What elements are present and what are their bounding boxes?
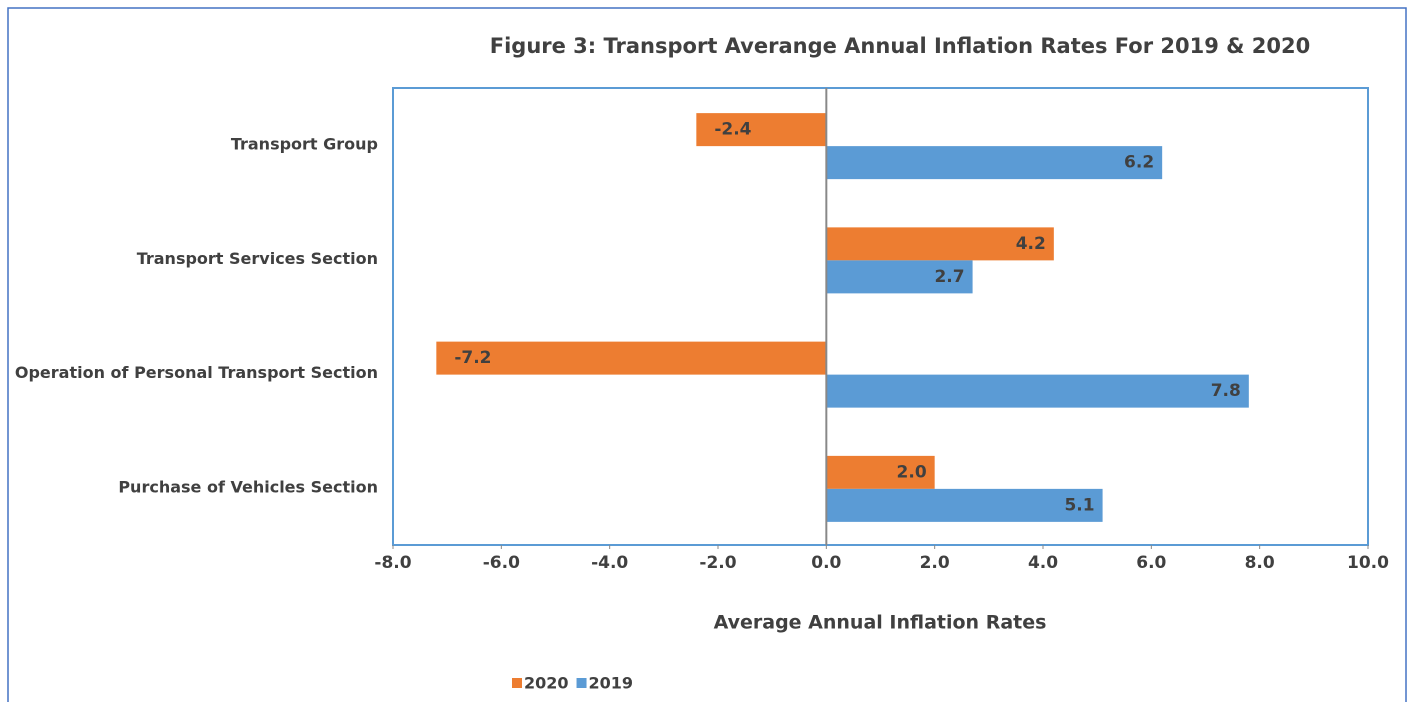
data-label: 4.2	[1016, 234, 1046, 254]
legend-label: 2019	[589, 674, 634, 693]
data-label: -2.4	[714, 120, 751, 140]
bar	[436, 341, 827, 375]
x-axis-title: Average Annual Inflation Rates	[714, 612, 1047, 634]
x-tick-label: 6.0	[1136, 553, 1166, 573]
frame	[7, 7, 1407, 702]
x-tick-label: 8.0	[1245, 553, 1275, 573]
bar	[826, 227, 1054, 261]
chart-title: Figure 3: Transport Averange Annual Infl…	[490, 34, 1310, 58]
legend-swatch	[512, 678, 522, 688]
x-tick-label: -2.0	[699, 553, 736, 573]
data-label: 2.0	[897, 462, 927, 482]
x-tick-label: -4.0	[591, 553, 628, 573]
data-label: 6.2	[1124, 153, 1154, 173]
data-label: 2.7	[934, 267, 964, 287]
y-tick-label: Purchase of Vehicles Section	[118, 477, 378, 496]
data-label: 5.1	[1064, 495, 1094, 515]
y-tick-label: Operation of Personal Transport Section	[15, 363, 378, 382]
legend-swatch	[576, 678, 587, 688]
data-label: -7.2	[454, 348, 491, 368]
legend-label: 2020	[524, 674, 569, 693]
plot-area	[392, 87, 1369, 546]
x-tick-label: 2.0	[920, 553, 950, 573]
bar	[826, 260, 973, 294]
y-tick-label: Transport Group	[231, 135, 378, 154]
bar	[696, 113, 827, 147]
x-tick-label: -8.0	[374, 553, 411, 573]
bar	[826, 146, 1163, 180]
bar	[826, 488, 1103, 522]
x-tick-label: 10.0	[1347, 553, 1389, 573]
data-label: 7.8	[1211, 381, 1241, 401]
y-tick-label: Transport Services Section	[137, 249, 378, 268]
bar	[826, 455, 935, 489]
bar	[826, 374, 1249, 408]
x-tick-label: 4.0	[1028, 553, 1058, 573]
x-tick-label: 0.0	[811, 553, 841, 573]
x-tick-label: -6.0	[483, 553, 520, 573]
